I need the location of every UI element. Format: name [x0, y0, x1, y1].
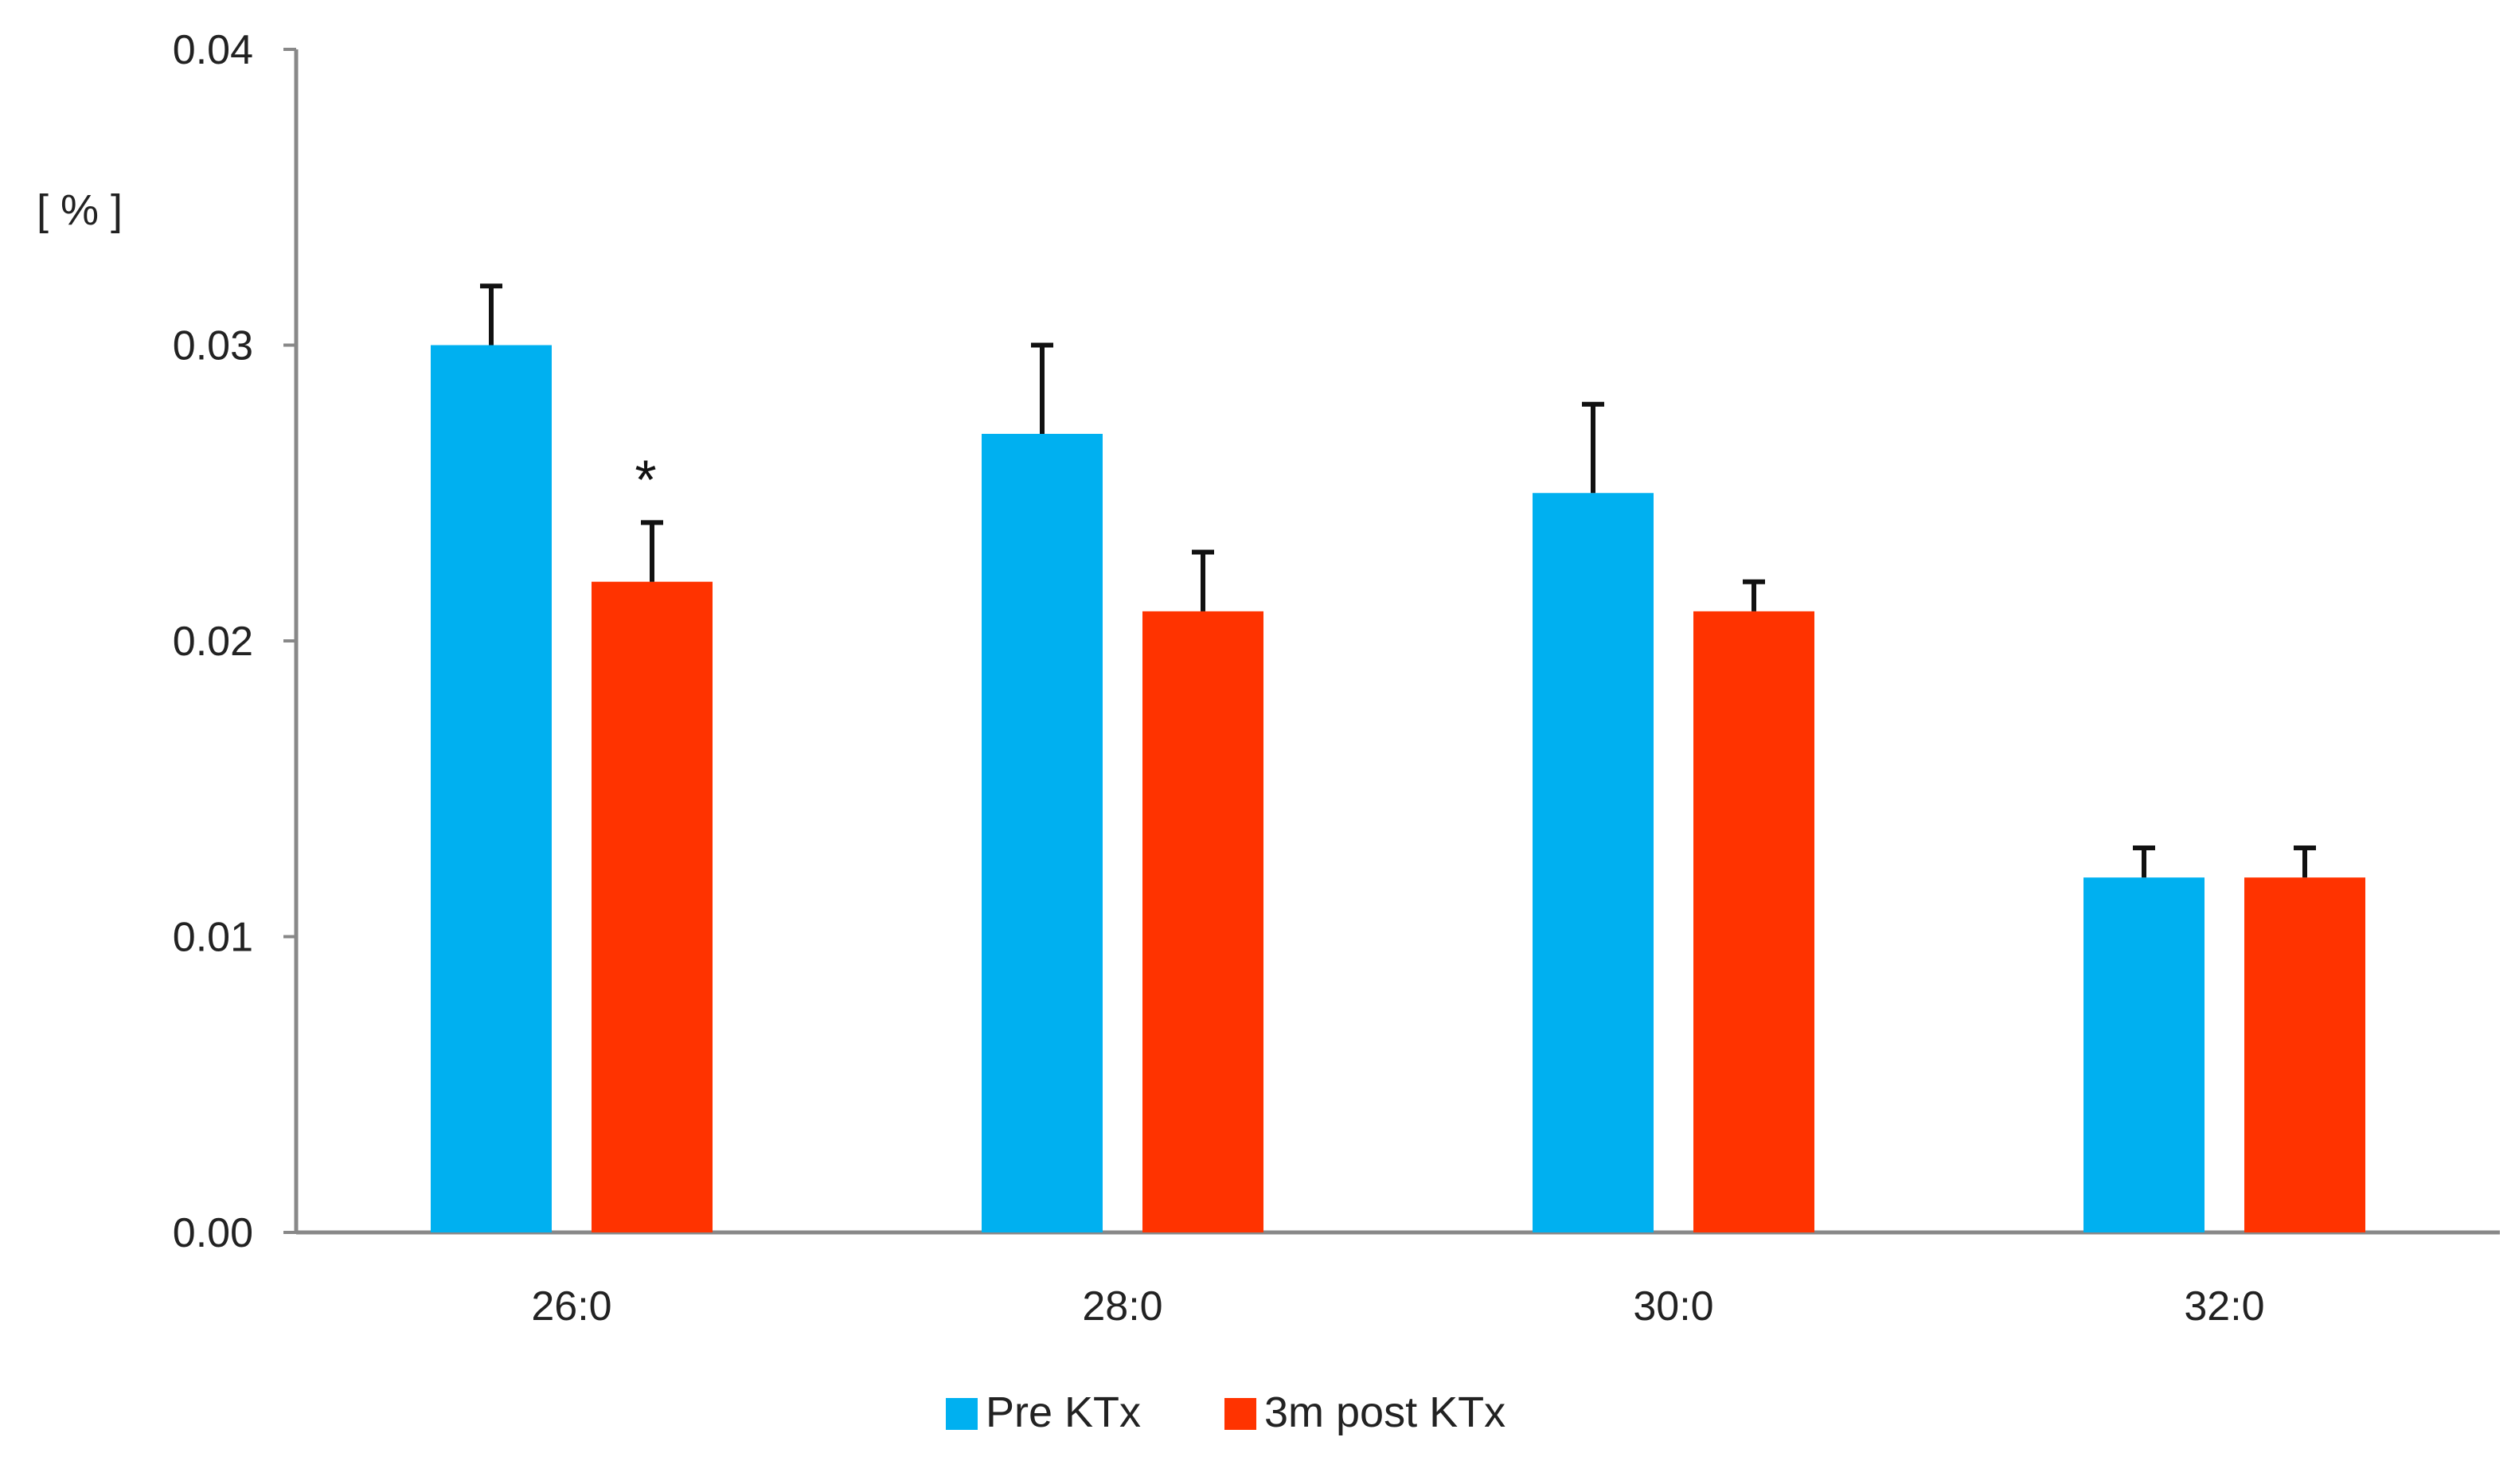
bar	[592, 581, 713, 1232]
x-tick-label: 26:0	[531, 1283, 611, 1330]
bar	[1142, 611, 1263, 1232]
legend-swatch	[1224, 1398, 1256, 1430]
legend-label: 3m post KTx	[1264, 1388, 1505, 1436]
bar	[2244, 877, 2365, 1232]
y-tick-label: 0.01	[173, 915, 253, 961]
x-tick-label: 30:0	[1633, 1283, 1713, 1330]
legend-label: Pre KTx	[986, 1388, 1141, 1436]
y-tick-label: 0.03	[173, 323, 253, 369]
bar	[982, 433, 1103, 1232]
bar	[1693, 611, 1814, 1232]
bar	[1533, 493, 1654, 1232]
y-tick-label: 0.04	[173, 27, 253, 73]
y-tick-label: 0.02	[173, 619, 253, 665]
x-tick-label: 32:0	[2184, 1283, 2264, 1330]
legend: Pre KTx 3m post KTx	[946, 1388, 1505, 1436]
chart-bars: *	[431, 283, 2365, 1232]
x-tick-labels: 26:0 28:0 30:0 32:0	[531, 1283, 2264, 1330]
significance-marker: *	[635, 448, 656, 510]
bar	[2083, 877, 2205, 1232]
y-axis-label: [ % ]	[37, 186, 123, 234]
bar	[431, 345, 552, 1232]
legend-swatch	[946, 1398, 978, 1430]
y-tick-label: 0.00	[173, 1210, 253, 1256]
x-tick-label: 28:0	[1082, 1283, 1162, 1330]
